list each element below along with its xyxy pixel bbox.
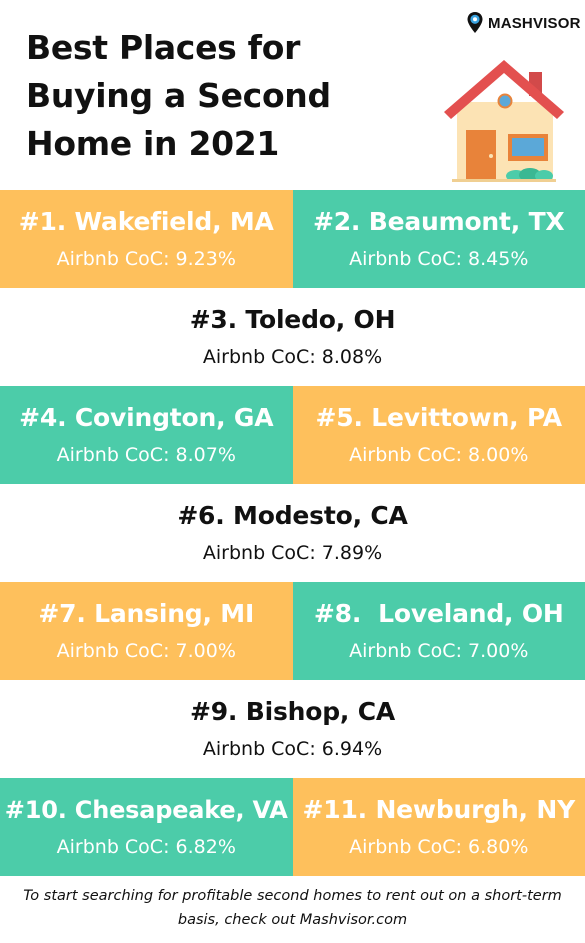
place-city: #5. Levittown, PA [315,403,563,432]
place-city: #8. Loveland, OH [313,599,564,628]
location-pin-icon [467,12,483,33]
place-card-5: #5. Levittown, PA Airbnb CoC: 8.00% [292,386,585,484]
header: Best Places for Buying a Second Home in … [0,0,585,190]
row-4: #6. Modesto, CA Airbnb CoC: 7.89% [0,484,585,582]
place-city: #4. Covington, GA [19,403,274,432]
place-city: #9. Bishop, CA [189,697,395,726]
footer-note: To start searching for profitable second… [23,888,562,928]
place-card-8: #8. Loveland, OH Airbnb CoC: 7.00% [292,582,585,680]
page-title: Best Places for Buying a Second Home in … [26,28,331,163]
place-city: #11. Newburgh, NY [302,795,576,824]
row-3: #4. Covington, GA Airbnb CoC: 8.07% #5. … [0,386,585,484]
place-card-4: #4. Covington, GA Airbnb CoC: 8.07% [0,386,293,484]
place-city: #6. Modesto, CA [177,501,408,530]
row-6: #9. Bishop, CA Airbnb CoC: 6.94% [0,680,585,778]
place-coc: Airbnb CoC: 6.80% [349,836,529,858]
row-2: #3. Toledo, OH Airbnb CoC: 8.08% [0,288,585,386]
place-coc: Airbnb CoC: 8.00% [349,444,529,466]
place-city: #2. Beaumont, TX [312,207,565,236]
place-card-3: #3. Toledo, OH Airbnb CoC: 8.08% [0,288,585,386]
place-city: #7. Lansing, MI [38,599,255,628]
place-card-9: #9. Bishop, CA Airbnb CoC: 6.94% [0,680,585,778]
row-7: #10. Chesapeake, VA Airbnb CoC: 6.82% #1… [0,778,585,876]
place-card-11: #11. Newburgh, NY Airbnb CoC: 6.80% [292,778,585,876]
place-city: #1. Wakefield, MA [18,207,274,236]
place-coc: Airbnb CoC: 7.00% [349,640,529,662]
place-card-6: #6. Modesto, CA Airbnb CoC: 7.89% [0,484,585,582]
place-coc: Airbnb CoC: 8.07% [56,444,236,466]
place-coc: Airbnb CoC: 8.45% [349,248,529,270]
place-coc: Airbnb CoC: 6.94% [202,738,383,760]
place-coc: Airbnb CoC: 6.82% [56,836,236,858]
place-city: #3. Toledo, OH [189,305,396,334]
place-card-7: #7. Lansing, MI Airbnb CoC: 7.00% [0,582,293,680]
place-coc: Airbnb CoC: 7.00% [56,640,236,662]
mashvisor-logo: MASHVISOR [466,10,581,36]
place-card-1: #1. Wakefield, MA Airbnb CoC: 9.23% [0,190,293,288]
row-1: #1. Wakefield, MA Airbnb CoC: 9.23% #2. … [0,190,585,288]
place-coc: Airbnb CoC: 8.08% [202,346,383,368]
logo-text: MASHVISOR [488,14,581,32]
row-5: #7. Lansing, MI Airbnb CoC: 7.00% #8. Lo… [0,582,585,680]
place-coc: Airbnb CoC: 9.23% [56,248,236,270]
place-card-10: #10. Chesapeake, VA Airbnb CoC: 6.82% [0,778,293,876]
place-coc: Airbnb CoC: 7.89% [202,542,383,564]
place-card-2: #2. Beaumont, TX Airbnb CoC: 8.45% [292,190,585,288]
house-icon [444,60,564,182]
place-city: #10. Chesapeake, VA [4,796,288,824]
